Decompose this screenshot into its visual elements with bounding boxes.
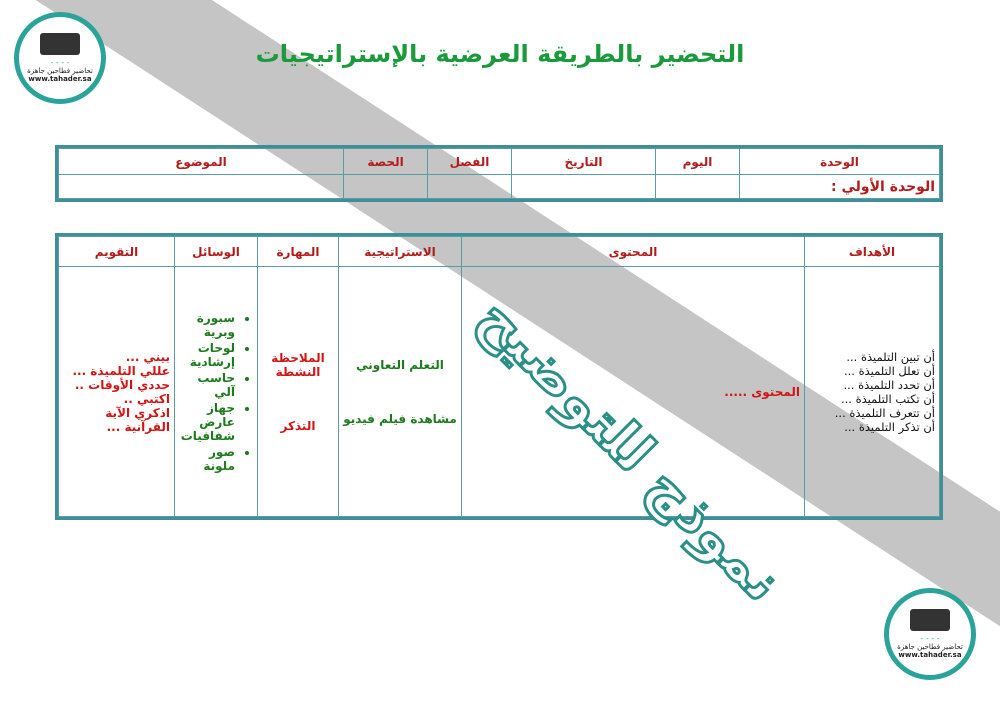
day-value — [655, 174, 740, 199]
logo-bottom: - - - - تحاضير فطاحين جاهزة www.tahader.… — [884, 588, 976, 680]
evaluation-item: اكتبي .. — [123, 391, 170, 406]
period-value — [343, 174, 428, 199]
page-title: التحضير بالطريقة العرضية بالإستراتيجيات — [255, 40, 745, 68]
objective: أن تذكر التلميذة ... — [844, 419, 935, 434]
logo-name: تحاضير فطاحين جاهزة — [897, 643, 963, 651]
objective: أن تبين التلميذة ... — [846, 349, 935, 364]
objective: أن تحدد التلميذة ... — [843, 377, 935, 392]
evaluation-cell: بيني ... عللي التلميذة ... حددي الأوقات … — [58, 266, 175, 517]
evaluation-item: بيني ... — [125, 349, 170, 364]
skill: التذكر — [280, 418, 316, 433]
logo-top: - - - - تحاضير فطاحين جاهزة www.tahader.… — [14, 12, 106, 104]
tool-item: حاسب آلي — [179, 371, 235, 399]
skill-cell: الملاحظة النشطة التذكر — [257, 266, 339, 517]
objective: أن تعلل التلميذة ... — [844, 363, 935, 378]
unit-value: الوحدة الأولي : — [739, 174, 940, 199]
header-strategy: الاستراتيجية — [338, 236, 462, 267]
objectives-cell: أن تبين التلميذة ... أن تعلل التلميذة ..… — [804, 266, 940, 517]
strategy: مشاهدة فيلم فيديو — [343, 411, 457, 426]
header-topic: الموضوع — [58, 148, 344, 175]
objective: أن تتعرف التلميذة ... — [834, 405, 935, 420]
header-period: الحصة — [343, 148, 428, 175]
header-content: المحتوى — [461, 236, 805, 267]
header-class: الفصل — [427, 148, 512, 175]
date-value — [511, 174, 656, 199]
evaluation-item: اذكري الآية القرآنية ... — [105, 405, 170, 434]
evaluation-item: حددي الأوقات .. — [74, 377, 170, 392]
class-value — [427, 174, 512, 199]
header-skill: المهارة — [257, 236, 339, 267]
tool-item: سبورة وبرية — [179, 311, 235, 339]
truck-icon — [40, 33, 80, 55]
content-cell: المحتوى ..... — [461, 266, 805, 517]
header-tools: الوسائل — [174, 236, 258, 267]
logo-name: تحاضير فطاحين جاهزة — [27, 67, 93, 75]
logo-url: www.tahader.sa — [28, 75, 92, 83]
evaluation-item: عللي التلميذة ... — [72, 363, 170, 378]
header-evaluation: التقويم — [58, 236, 175, 267]
header-objectives: الأهداف — [804, 236, 940, 267]
objective: أن تكتب التلميذة ... — [840, 391, 935, 406]
tool-item: لوحات إرشادية — [179, 341, 235, 369]
strategy: التعلم التعاوني — [356, 357, 444, 372]
header-day: اليوم — [655, 148, 740, 175]
truck-icon — [910, 609, 950, 631]
skill: الملاحظة النشطة — [271, 350, 325, 379]
strategy-cell: التعلم التعاوني مشاهدة فيلم فيديو — [338, 266, 462, 517]
header-unit: الوحدة — [739, 148, 940, 175]
tool-item: صور ملونة — [179, 445, 235, 473]
logo-url: www.tahader.sa — [898, 651, 962, 659]
topic-value — [58, 174, 344, 199]
tools-cell: سبورة وبرية لوحات إرشادية حاسب آلي جهاز … — [174, 266, 258, 517]
tool-item: جهاز عارض شفافيات — [179, 401, 235, 443]
info-table: الوحدة اليوم التاريخ الفصل الحصة الموضوع… — [55, 145, 943, 202]
plan-table: الأهداف المحتوى الاستراتيجية المهارة الو… — [55, 233, 943, 520]
header-date: التاريخ — [511, 148, 656, 175]
